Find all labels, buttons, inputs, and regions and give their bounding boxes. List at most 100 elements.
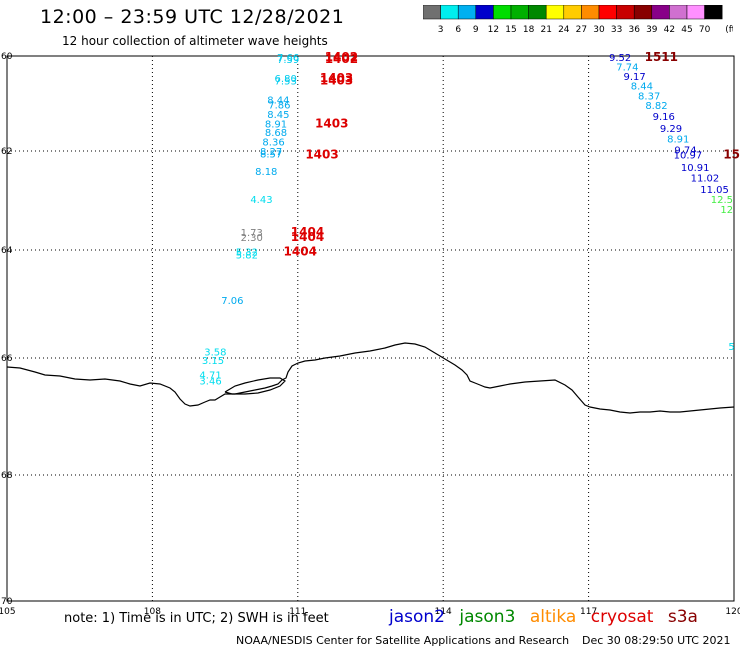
- lat-tick-label: 68: [1, 471, 13, 481]
- legend-cryosat: cryosat: [590, 607, 654, 627]
- coastline: [6, 342, 735, 414]
- lat-tick-label: 64: [1, 246, 13, 256]
- lat-tick-label: 70: [1, 597, 13, 607]
- satellite-legend: jason2 jason3 altika cryosat s3a: [389, 607, 707, 627]
- swh-value: 9.17: [624, 72, 646, 83]
- color-scale-label: 39: [646, 25, 658, 35]
- swh-value: 8.82: [645, 101, 667, 112]
- color-scale-label: 15: [505, 25, 516, 35]
- swh-value: 3.46: [199, 376, 221, 387]
- coastline-islet: [224, 377, 286, 395]
- swh-value: 10.97: [674, 150, 703, 161]
- legend-altika: altika: [529, 607, 577, 627]
- swh-value: 7.66: [277, 53, 299, 64]
- color-swatch: [669, 5, 688, 20]
- observation-labels: 7.667.596.807.538.447.868.458.918.688.36…: [199, 53, 734, 388]
- lat-tick-label: 60: [1, 52, 13, 62]
- legend-jason2: jason2: [389, 607, 445, 627]
- page-title: 12:00 – 23:59 UTC 12/28/2021: [40, 6, 345, 28]
- pass-number: 1402: [325, 52, 358, 66]
- pass-number: 1511: [645, 50, 678, 64]
- swh-value: 3.15: [202, 356, 224, 367]
- swh-value: 12.5: [711, 195, 733, 206]
- swh-value: 11.02: [691, 174, 720, 185]
- lon-tick-label: 120: [725, 607, 740, 617]
- swh-value: 7.53: [275, 77, 297, 88]
- footer-credit: NOAA/NESDIS Center for Satellite Applica…: [236, 634, 570, 647]
- swh-value: 5.32: [236, 247, 258, 258]
- color-swatch: [598, 5, 617, 20]
- color-swatch: [528, 5, 547, 20]
- color-swatch: [704, 5, 723, 20]
- swh-value: 7.86: [268, 100, 290, 111]
- swh-value: 5.82: [236, 251, 258, 262]
- pass-number: 1403: [305, 147, 338, 161]
- footer-timestamp: Dec 30 08:29:50 UTC 2021: [582, 634, 731, 647]
- swh-value: 7.59: [277, 55, 299, 66]
- swh-value: 8.91: [265, 119, 287, 130]
- color-swatch: [616, 5, 635, 20]
- swh-value: 8.36: [262, 137, 284, 148]
- color-scale-label: 18: [523, 25, 535, 35]
- lon-tick-label: 114: [435, 607, 452, 617]
- color-swatch: [457, 5, 477, 20]
- swh-value: 10.91: [681, 163, 710, 174]
- color-scale-label: 45: [681, 25, 692, 35]
- color-swatch: [475, 5, 494, 20]
- color-scale-label: 27: [576, 25, 587, 35]
- pass-labels: 1402140214031403140314031404140414041511…: [284, 50, 740, 259]
- swh-value: 6.80: [275, 74, 297, 85]
- lon-tick-label: 117: [580, 607, 597, 617]
- lat-tick-label: 62: [1, 147, 12, 157]
- lon-tick-label: 108: [144, 607, 161, 617]
- swh-value: 8.44: [631, 81, 653, 92]
- swh-value: 9.29: [660, 124, 682, 135]
- pass-number: 1403: [315, 116, 348, 130]
- swh-value: 8.37: [638, 92, 660, 103]
- color-scale-label: 30: [593, 25, 605, 35]
- color-scale-label: 42: [664, 25, 675, 35]
- color-scale-label: 33: [611, 25, 622, 35]
- swh-value: 4.71: [199, 370, 221, 381]
- color-scale-label: 6: [455, 25, 461, 35]
- swh-value: 8.91: [667, 134, 689, 145]
- swh-value: 8.45: [267, 110, 289, 121]
- color-swatch: [581, 5, 600, 20]
- color-scale-label: 3: [438, 25, 444, 35]
- lat-tick-label: 66: [1, 354, 13, 364]
- color-swatch: [510, 5, 529, 20]
- color-scale-label: 9: [473, 25, 479, 35]
- swh-value: 7.74: [616, 62, 638, 73]
- pass-number: 15: [723, 147, 740, 161]
- color-scale-label: 21: [540, 25, 551, 35]
- color-swatch: [563, 5, 582, 20]
- color-swatch: [440, 5, 459, 20]
- color-scale-unit: (ft): [725, 25, 733, 35]
- color-scale-label: 36: [628, 25, 640, 35]
- legend-jason3: jason3: [459, 607, 516, 627]
- color-scale-label: 24: [558, 25, 570, 35]
- swh-value: 7.06: [221, 296, 243, 307]
- swh-value: 1.73: [241, 228, 263, 239]
- pass-number: 1402: [325, 50, 358, 64]
- color-swatch: [423, 5, 441, 20]
- lon-tick-label: 111: [289, 607, 306, 617]
- color-swatch: [493, 5, 512, 20]
- swh-value: 4.43: [250, 195, 272, 206]
- axis-ticks: 105 108 111 114 117 120 60 62 64 66 68 70: [0, 52, 740, 617]
- pass-number: 1404: [291, 225, 324, 239]
- footer-note: note: 1) Time is in UTC; 2) SWH is in fe…: [64, 611, 329, 626]
- swh-value: 8.44: [267, 96, 289, 107]
- swh-value: 9.74: [674, 145, 696, 156]
- lon-tick-label: 105: [0, 607, 16, 617]
- swh-value: 3.58: [204, 347, 226, 358]
- swh-value: 11.05: [700, 185, 729, 196]
- pass-number: 1403: [320, 74, 353, 88]
- swh-value: 5: [728, 342, 734, 353]
- swh-value: 12: [720, 205, 733, 216]
- color-swatch: [651, 5, 670, 20]
- graticule: [7, 56, 734, 601]
